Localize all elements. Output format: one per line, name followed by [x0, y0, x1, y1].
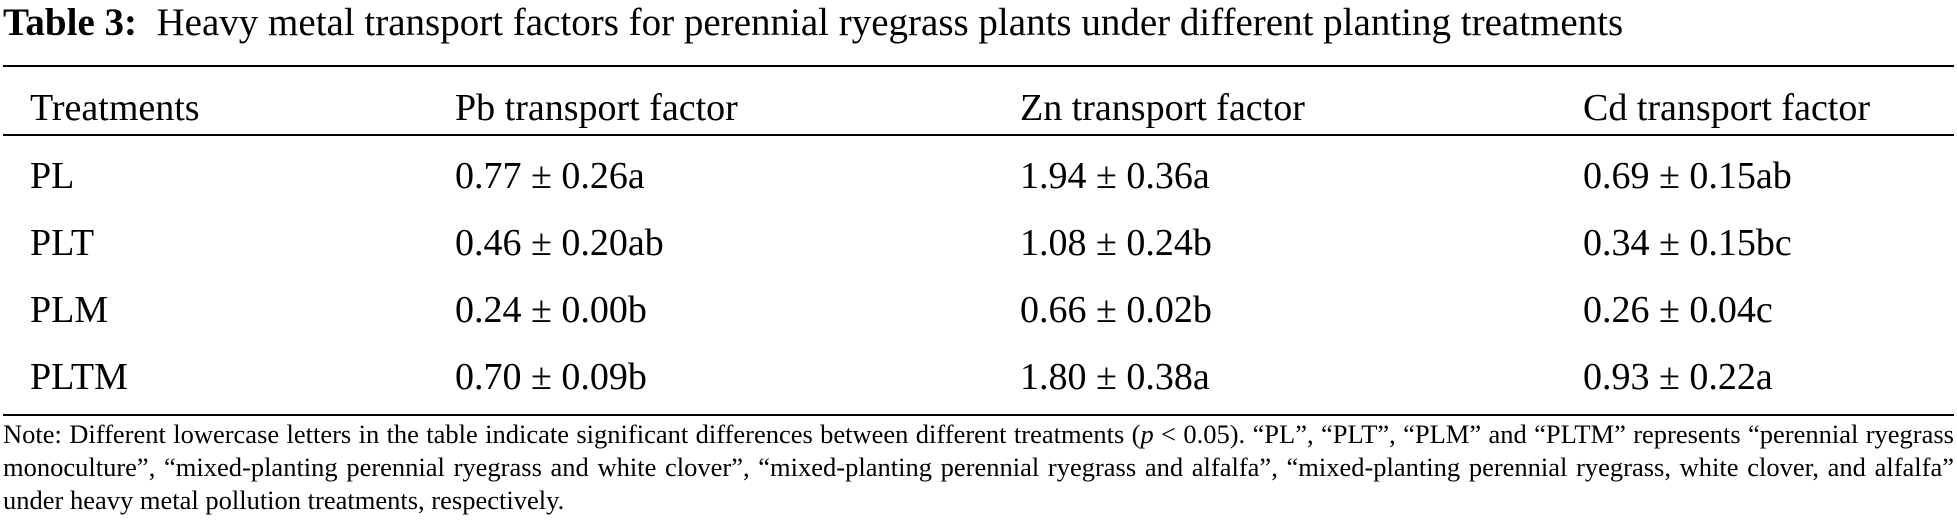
table-number: Table 3:	[3, 1, 138, 44]
column-header-zn: Zn transport factor	[1020, 87, 1305, 129]
treatment-cell: PLTM	[30, 356, 128, 398]
pb-value-cell: 0.77 ± 0.26a	[455, 155, 645, 197]
header-rule	[3, 134, 1954, 136]
cd-value-cell: 0.34 ± 0.15bc	[1583, 222, 1792, 264]
zn-value-cell: 0.66 ± 0.02b	[1020, 289, 1212, 331]
zn-value-cell: 1.08 ± 0.24b	[1020, 222, 1212, 264]
column-header-treatments: Treatments	[30, 87, 200, 129]
pb-value-cell: 0.70 ± 0.09b	[455, 356, 647, 398]
cd-value-cell: 0.93 ± 0.22a	[1583, 356, 1773, 398]
treatment-cell: PLM	[30, 289, 109, 331]
zn-value-cell: 1.94 ± 0.36a	[1020, 155, 1210, 197]
table-note: Note: Different lowercase letters in the…	[3, 418, 1954, 517]
treatment-cell: PLT	[30, 222, 95, 264]
note-p-symbol: p	[1140, 419, 1154, 449]
column-header-cd: Cd transport factor	[1583, 87, 1871, 129]
top-rule	[3, 65, 1954, 67]
pb-value-cell: 0.24 ± 0.00b	[455, 289, 647, 331]
pb-value-cell: 0.46 ± 0.20ab	[455, 222, 664, 264]
cd-value-cell: 0.26 ± 0.04c	[1583, 289, 1773, 331]
bottom-rule	[3, 414, 1954, 416]
note-text-start: Note: Different lowercase letters in the…	[3, 419, 1141, 449]
table-caption: Table 3: Heavy metal transport factors f…	[3, 0, 1623, 46]
zn-value-cell: 1.80 ± 0.38a	[1020, 356, 1210, 398]
cd-value-cell: 0.69 ± 0.15ab	[1583, 155, 1792, 197]
table-title: Heavy metal transport factors for perenn…	[156, 1, 1624, 44]
treatment-cell: PL	[30, 155, 75, 197]
column-header-pb: Pb transport factor	[455, 87, 738, 129]
note-text-end: < 0.05). “PL”, “PLT”, “PLM” and “PLTM” r…	[3, 419, 1954, 515]
data-table: Treatments Pb transport factor Zn transp…	[30, 87, 1871, 398]
